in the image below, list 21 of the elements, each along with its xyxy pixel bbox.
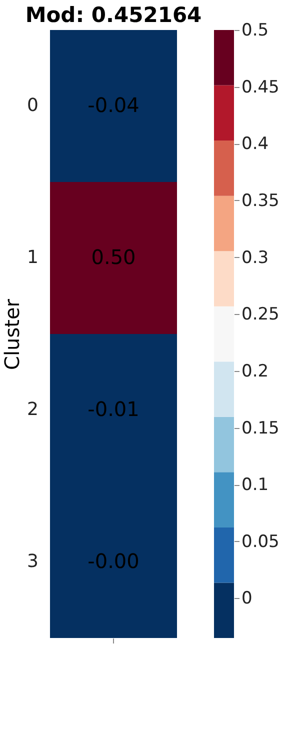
color-bar-label: 0.2 bbox=[242, 361, 269, 382]
color-bar-label: 0.05 bbox=[242, 532, 280, 552]
color-bar-label: 0 bbox=[242, 588, 252, 609]
color-bar-label: 0.3 bbox=[242, 248, 269, 268]
y-axis-title: Cluster bbox=[0, 298, 24, 370]
y-tick-label: 0 bbox=[27, 95, 38, 116]
color-bar-label: 0.35 bbox=[242, 190, 280, 211]
y-tick-label: 3 bbox=[27, 551, 38, 572]
color-bar-label: 0.45 bbox=[242, 77, 280, 98]
color-bar-label: 0.25 bbox=[242, 304, 280, 325]
color-bar-label: 0.15 bbox=[242, 418, 280, 438]
data-label: -0.00 bbox=[88, 549, 140, 573]
color-bar-label: 0.5 bbox=[242, 20, 269, 40]
data-label: -0.01 bbox=[88, 397, 140, 421]
chart-title: Mod: 0.452164 bbox=[25, 3, 202, 27]
data-label: 0.50 bbox=[91, 245, 136, 269]
color-bar-label: 0.4 bbox=[242, 134, 269, 154]
color-bar-label: 0.1 bbox=[242, 475, 269, 496]
data-label: -0.04 bbox=[88, 93, 140, 117]
y-tick-label: 2 bbox=[27, 399, 38, 420]
y-tick-label: 1 bbox=[27, 247, 38, 268]
